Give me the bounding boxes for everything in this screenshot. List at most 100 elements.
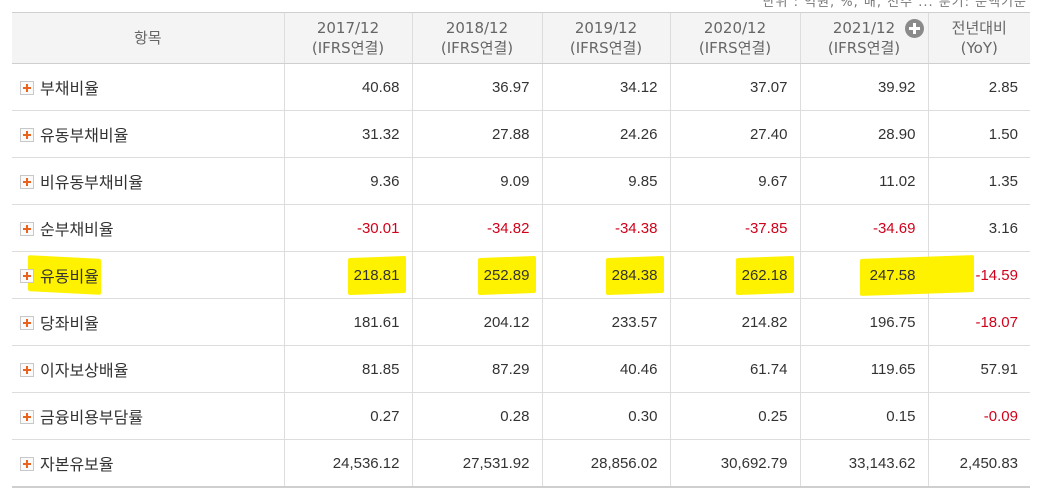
value-cell: 24,536.12	[283, 439, 412, 488]
cell-value: 262.18	[741, 266, 788, 284]
expand-plus-icon[interactable]	[20, 363, 34, 377]
expand-plus-icon[interactable]	[20, 81, 34, 95]
row-label: 순부채비율	[40, 220, 114, 239]
cell-value: -14.59	[975, 266, 1018, 284]
cell-value: 2.85	[988, 78, 1018, 96]
row-label: 유동부채비율	[40, 126, 129, 145]
cell-value: 0.25	[758, 407, 788, 425]
cell-value: 39.92	[877, 78, 916, 96]
value-cell: 0.27	[283, 392, 412, 440]
cell-value: -18.07	[975, 313, 1018, 331]
row-label: 유동비율	[40, 263, 99, 287]
value-cell: 24.26	[541, 110, 670, 158]
value-cell: 1.50	[927, 110, 1030, 158]
cell-value: 37.07	[749, 78, 788, 96]
value-cell: 28.90	[799, 110, 928, 158]
table-row: 유동부채비율 31.32 27.88 24.26 27.40 28.90 1.50	[12, 110, 1030, 158]
value-cell: 57.91	[927, 345, 1030, 393]
value-cell: 247.58	[799, 251, 928, 299]
top-cutoff-text: 단위 : 억원, %, 배, 천주 ... 분기: 순액기준	[0, 0, 1047, 12]
value-cell: 27.88	[411, 110, 542, 158]
plus-circle-icon[interactable]	[904, 19, 924, 38]
cell-value: -34.82	[486, 219, 530, 237]
cell-value: 0.30	[628, 407, 658, 425]
row-label: 이자보상배율	[40, 361, 129, 380]
expand-plus-icon[interactable]	[20, 316, 34, 330]
cell-value: 196.75	[869, 313, 916, 331]
value-cell: 27,531.92	[411, 439, 542, 488]
cell-value: 27,531.92	[462, 454, 530, 472]
cell-value: 119.65	[870, 360, 916, 378]
cell-value: 284.38	[611, 266, 658, 284]
value-cell: 9.09	[411, 157, 542, 205]
value-cell: -34.82	[411, 204, 542, 252]
value-cell: 27.40	[669, 110, 800, 158]
cell-value: -0.09	[983, 407, 1018, 425]
cell-value: 33,143.62	[848, 454, 916, 472]
cell-value: 28.90	[877, 125, 916, 143]
header-col-2020: 2020/12 (IFRS연결)	[669, 12, 800, 64]
cell-value: 27.88	[491, 125, 530, 143]
table-row: 순부채비율 -30.01 -34.82 -34.38 -37.85 -34.69 3.16	[12, 204, 1030, 252]
value-cell: 9.67	[669, 157, 800, 205]
value-cell: 2.85	[927, 63, 1030, 111]
cell-value: 34.12	[619, 78, 658, 96]
expand-plus-icon[interactable]	[20, 410, 34, 424]
row-label-cell: 유동비율	[12, 251, 284, 299]
cell-value: 11.02	[879, 172, 916, 190]
cell-value: 1.35	[988, 172, 1018, 190]
cell-value: 2,450.83	[959, 454, 1018, 472]
value-cell: 31.32	[283, 110, 412, 158]
value-cell: 9.36	[283, 157, 412, 205]
value-cell: 0.15	[799, 392, 928, 440]
row-label-cell: 부채비율	[12, 63, 284, 111]
cell-value: 24.26	[619, 125, 658, 143]
cell-value: 252.89	[483, 266, 530, 284]
expand-plus-icon[interactable]	[20, 175, 34, 189]
cell-value: -30.01	[356, 219, 400, 237]
cell-value: 24,536.12	[332, 454, 400, 472]
cell-value: 181.61	[353, 313, 400, 331]
value-cell: 262.18	[669, 251, 800, 299]
cell-value: -37.85	[744, 219, 788, 237]
cell-value: 247.58	[869, 266, 916, 284]
expand-plus-icon[interactable]	[20, 269, 34, 283]
cell-value: 218.81	[353, 266, 400, 284]
row-label-cell: 유동부채비율	[12, 110, 284, 158]
cell-value: 204.12	[483, 313, 530, 331]
value-cell: 2,450.83	[927, 439, 1030, 488]
value-cell: 181.61	[283, 298, 412, 346]
cell-value: 3.16	[988, 219, 1018, 237]
table-row: 비유동부채비율 9.36 9.09 9.85 9.67 11.02 1.35	[12, 157, 1030, 205]
expand-plus-icon[interactable]	[20, 457, 34, 471]
value-cell: 81.85	[283, 345, 412, 393]
expand-plus-icon[interactable]	[20, 222, 34, 236]
header-col-yoy: 전년대비 (YoY)	[927, 12, 1030, 64]
header-col-2018: 2018/12 (IFRS연결)	[411, 12, 542, 64]
table-header-row: 항목 2017/12 (IFRS연결) 2018/12 (IFRS연결) 201…	[12, 12, 1030, 64]
value-cell: 0.28	[411, 392, 542, 440]
row-label-cell: 이자보상배율	[12, 345, 284, 393]
table-row: 유동비율 218.81 252.89 284.38 262.18 247.58 -14.59	[12, 251, 1030, 299]
cell-value: 57.91	[980, 360, 1018, 378]
value-cell: 40.46	[541, 345, 670, 393]
value-cell: -18.07	[927, 298, 1030, 346]
value-cell: -14.59	[927, 251, 1030, 299]
table-row: 당좌비율 181.61 204.12 233.57 214.82 196.75 -18.07	[12, 298, 1030, 346]
cell-value: 1.50	[988, 125, 1018, 143]
header-col-2019: 2019/12 (IFRS연결)	[541, 12, 670, 64]
row-label: 자본유보율	[40, 455, 114, 474]
cell-value: 40.46	[619, 360, 658, 378]
value-cell: 1.35	[927, 157, 1030, 205]
cell-value: 28,856.02	[590, 454, 658, 472]
cell-value: 0.27	[370, 407, 400, 425]
expand-plus-icon[interactable]	[20, 128, 34, 142]
row-label-cell: 비유동부채비율	[12, 157, 284, 205]
financial-ratio-table: 항목 2017/12 (IFRS연결) 2018/12 (IFRS연결) 201…	[12, 12, 1030, 488]
cell-value: 61.74	[749, 360, 788, 378]
row-label-cell: 금융비용부담률	[12, 392, 284, 440]
cell-value: 81.85	[361, 360, 400, 378]
row-label-cell: 당좌비율	[12, 298, 284, 346]
value-cell: 252.89	[411, 251, 542, 299]
value-cell: -30.01	[283, 204, 412, 252]
